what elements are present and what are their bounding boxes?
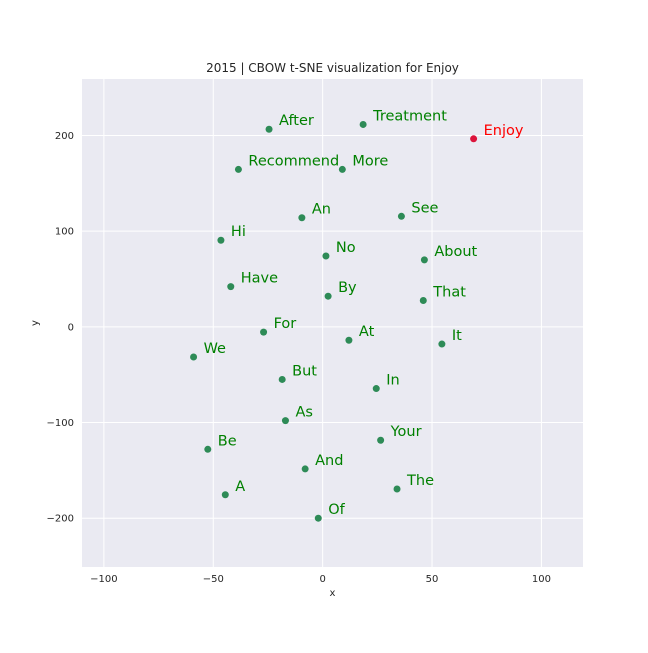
data-points: [190, 120, 478, 522]
data-point: [438, 340, 446, 348]
point-label: A: [235, 479, 245, 495]
point-label: That: [432, 285, 466, 301]
y-tick-label: −200: [47, 514, 74, 525]
data-point: [278, 375, 286, 383]
point-label: After: [279, 113, 314, 129]
x-tick-label: 50: [426, 574, 439, 585]
data-point: [324, 292, 332, 300]
point-label: And: [315, 453, 343, 469]
data-point: [234, 165, 242, 173]
chart-title: 2015 | CBOW t-SNE visualization for Enjo…: [206, 61, 459, 75]
point-label: Your: [390, 424, 422, 440]
point-label: See: [411, 200, 438, 216]
data-point: [301, 465, 309, 473]
point-label: By: [338, 280, 357, 296]
data-point: [359, 120, 367, 128]
highlight-point: [470, 135, 478, 143]
x-tick-label: 0: [319, 574, 325, 585]
data-point: [227, 283, 235, 291]
data-point: [260, 328, 268, 336]
data-point: [314, 514, 322, 522]
data-point: [190, 353, 198, 361]
highlight-point-label: Enjoy: [484, 123, 524, 139]
x-tick-label: −100: [90, 574, 117, 585]
data-point: [345, 336, 353, 344]
point-label: As: [295, 405, 312, 421]
point-label: Treatment: [372, 108, 447, 124]
point-label: More: [352, 153, 388, 169]
data-point: [393, 485, 401, 493]
data-point: [419, 297, 427, 305]
point-label: An: [312, 202, 331, 218]
point-label: Recommend: [248, 153, 339, 169]
grid-lines: [82, 79, 583, 567]
point-label: At: [359, 324, 375, 340]
point-label: Have: [241, 271, 278, 287]
data-point: [377, 436, 385, 444]
data-point: [338, 165, 346, 173]
point-labels: After Treatment Enjoy Recommend More An See Hi N…: [204, 108, 524, 518]
data-point: [372, 385, 380, 393]
data-point: [322, 252, 330, 260]
data-point: [420, 256, 428, 264]
data-point: [217, 236, 225, 244]
data-point: [298, 214, 306, 222]
point-label: Be: [218, 433, 237, 449]
data-point: [265, 125, 273, 133]
y-tick-label: 200: [55, 131, 74, 142]
point-label: It: [452, 328, 462, 344]
point-label: Hi: [231, 224, 246, 240]
x-tick-label: −50: [203, 574, 224, 585]
data-point: [397, 212, 405, 220]
data-point: [204, 445, 212, 453]
tick-labels: −100 −50 0 50 100 −200 −100 0 100 200: [47, 131, 551, 585]
point-label: About: [434, 244, 477, 260]
y-tick-label: −100: [47, 418, 74, 429]
x-tick-label: 100: [532, 574, 551, 585]
plot-area: [82, 79, 583, 567]
point-label: But: [292, 363, 317, 379]
point-label: For: [274, 316, 297, 332]
point-label: In: [386, 373, 399, 389]
point-label: We: [204, 341, 226, 357]
y-tick-label: 100: [55, 227, 74, 238]
point-label: Of: [328, 502, 345, 518]
y-tick-label: 0: [68, 322, 74, 333]
x-axis-label: x: [330, 588, 336, 599]
point-label: The: [406, 473, 434, 489]
y-axis-label: y: [30, 320, 41, 326]
data-point: [281, 417, 289, 425]
point-label: No: [336, 240, 356, 256]
data-point: [221, 491, 229, 499]
